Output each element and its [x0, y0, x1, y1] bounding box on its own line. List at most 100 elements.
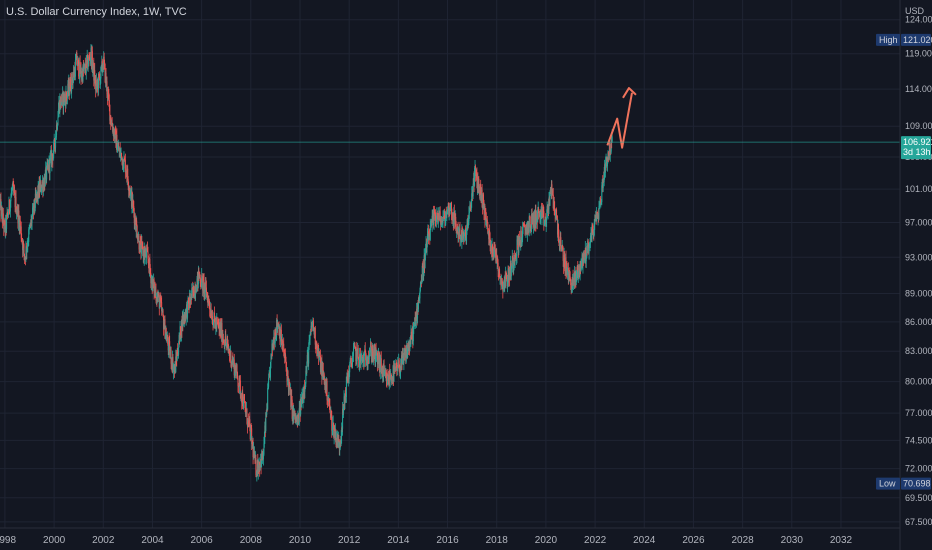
- candle-body: [87, 64, 89, 70]
- candle-body: [298, 408, 300, 424]
- candle-body: [57, 117, 59, 126]
- candle-body: [308, 339, 310, 347]
- candle-body: [403, 354, 405, 364]
- candle-body: [435, 218, 437, 222]
- candle-body: [556, 215, 558, 220]
- candle-body: [402, 353, 404, 355]
- candle-body: [342, 408, 344, 429]
- countdown-text: 3d 13h: [903, 147, 931, 157]
- candle-body: [521, 237, 523, 244]
- candle-body: [493, 244, 495, 257]
- candle-body: [172, 367, 174, 373]
- candle-body: [330, 412, 332, 415]
- candle-body: [515, 255, 517, 257]
- candle-body: [442, 223, 444, 225]
- candle-body: [178, 347, 180, 355]
- candle-body: [209, 305, 211, 310]
- candle-body: [351, 363, 353, 365]
- candle-body: [237, 378, 239, 387]
- candle-body: [518, 235, 520, 241]
- candle-body: [518, 235, 520, 253]
- candle-body: [521, 243, 523, 245]
- candle-body: [592, 229, 594, 235]
- candle-body: [543, 221, 545, 227]
- candle-body: [11, 186, 13, 191]
- candle-body: [275, 332, 277, 337]
- candle-body: [377, 360, 379, 365]
- candle-body: [235, 370, 237, 377]
- candle-body: [483, 194, 485, 202]
- candle-body: [108, 92, 110, 101]
- candle-body: [395, 363, 397, 371]
- candle-body: [520, 230, 522, 245]
- candle-body: [600, 202, 602, 204]
- candle-body: [522, 224, 524, 228]
- y-tick-label: 97.000: [905, 217, 932, 227]
- candle-body: [446, 209, 448, 215]
- candle-body: [413, 323, 415, 326]
- candle-body: [205, 282, 207, 288]
- candle-body: [94, 70, 96, 85]
- candle-body: [459, 237, 461, 241]
- candle-body: [105, 72, 107, 85]
- x-tick-label: 2010: [289, 535, 312, 546]
- x-tick-label: 2032: [830, 535, 853, 546]
- candle-body: [497, 258, 499, 263]
- candle-body: [176, 350, 178, 361]
- candle-body: [472, 183, 474, 197]
- candle-body: [551, 184, 553, 192]
- candle-body: [429, 225, 431, 240]
- trend-arrow-annotation[interactable]: [606, 87, 637, 149]
- candle-body: [212, 322, 214, 326]
- candle-body: [28, 228, 30, 230]
- candle-body: [110, 115, 112, 124]
- candle-body: [83, 64, 85, 69]
- candle-body: [371, 356, 373, 359]
- candle-body: [441, 220, 443, 224]
- candle-body: [338, 440, 340, 450]
- candle-body: [162, 310, 164, 317]
- candle-body: [605, 157, 607, 164]
- candle-body: [529, 216, 531, 218]
- candle-body: [322, 367, 324, 371]
- candle-body: [465, 232, 467, 235]
- candle-body: [545, 220, 547, 227]
- candle-body: [198, 270, 200, 278]
- candle-body: [501, 281, 503, 285]
- candle-body: [569, 273, 571, 277]
- candle-body: [270, 362, 272, 378]
- candle-body: [310, 334, 312, 335]
- candle-body: [376, 353, 378, 365]
- candle-body: [185, 308, 187, 319]
- candle-body: [461, 227, 463, 240]
- candle-body: [189, 296, 191, 303]
- candle-body: [523, 224, 525, 227]
- candle-body: [224, 345, 226, 347]
- candle-body: [155, 290, 157, 301]
- candle-body: [463, 234, 465, 243]
- candle-body: [118, 150, 120, 152]
- candle-body: [304, 383, 306, 390]
- candle-body: [270, 354, 272, 356]
- candle-body: [425, 251, 427, 255]
- arrow-head[interactable]: [622, 87, 637, 99]
- candle-body: [537, 209, 539, 222]
- arrow-path[interactable]: [606, 92, 633, 149]
- candle-body: [134, 215, 136, 224]
- candle-body: [494, 244, 496, 249]
- candle-body: [64, 95, 66, 103]
- candle-body: [118, 146, 120, 152]
- x-tick-label: 2016: [436, 535, 459, 546]
- candle-body: [611, 141, 613, 143]
- candle-body: [228, 348, 230, 352]
- candle-body: [1, 206, 3, 210]
- candle-body: [34, 207, 36, 209]
- candle-body: [331, 430, 333, 431]
- candle-body: [462, 234, 464, 240]
- candle-body: [368, 354, 370, 357]
- candle-body: [56, 125, 58, 130]
- candle-body: [147, 258, 149, 265]
- candle-body: [436, 213, 438, 219]
